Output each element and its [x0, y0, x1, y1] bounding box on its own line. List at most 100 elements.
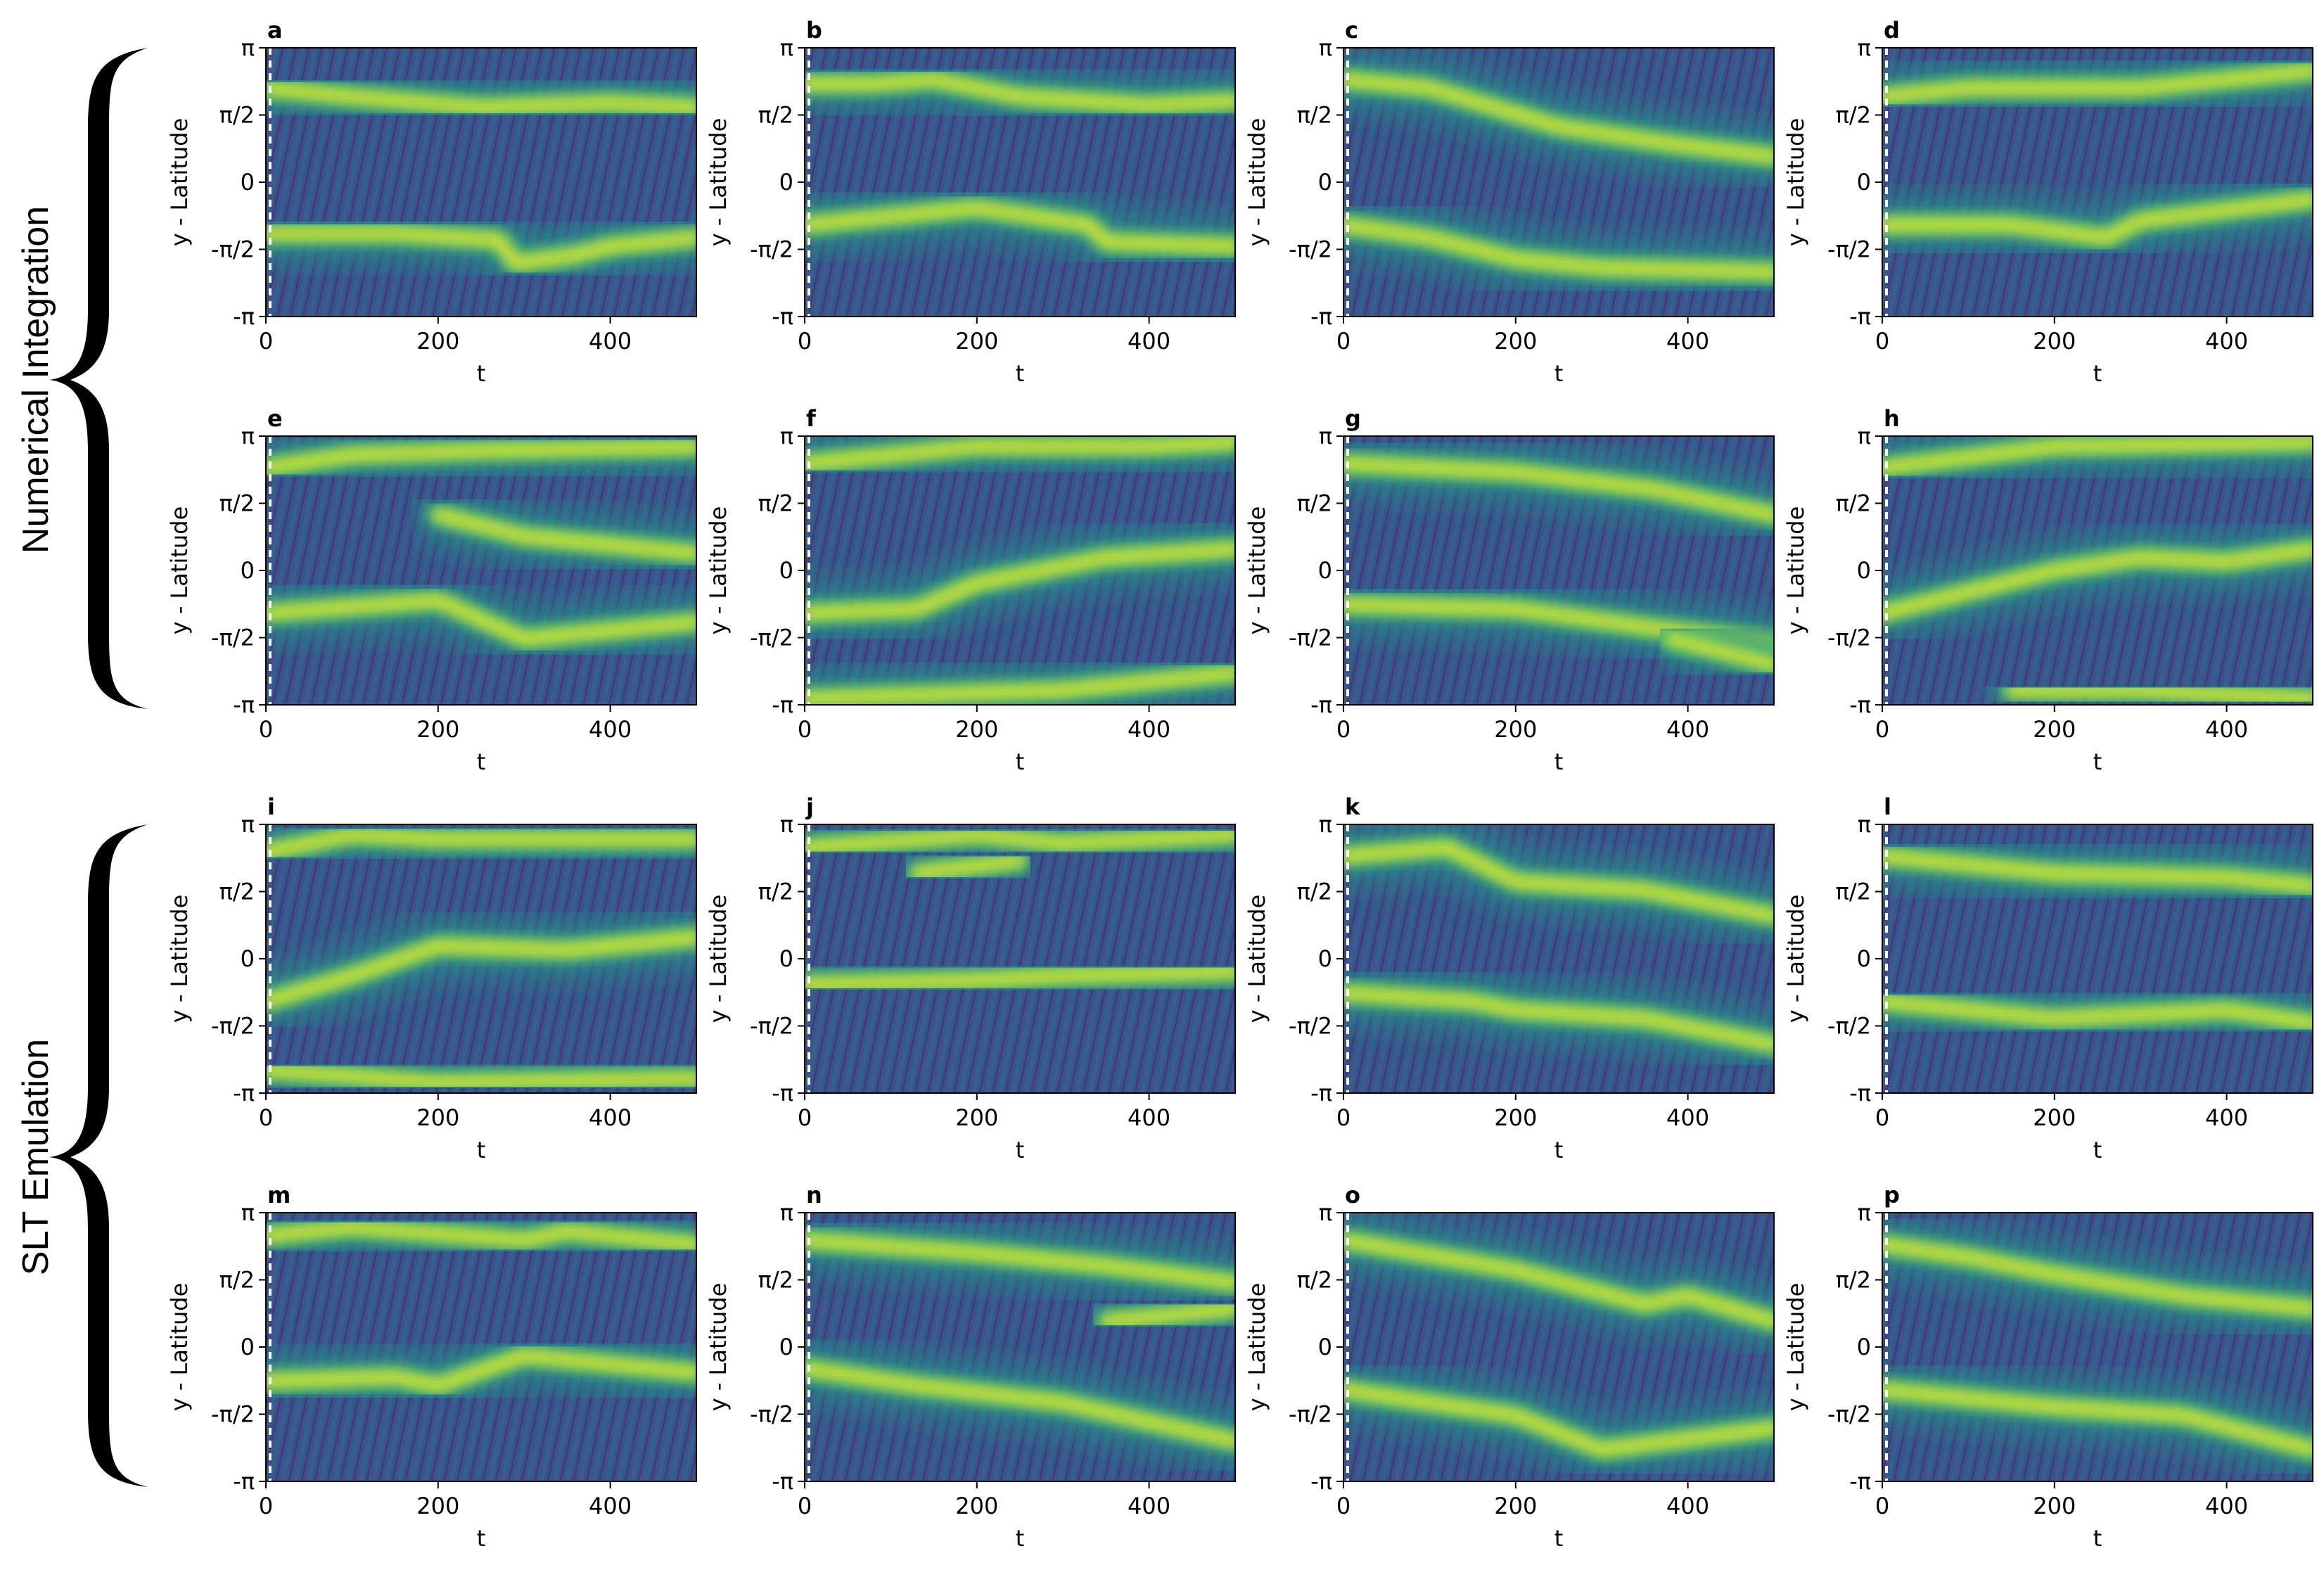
x-tick-label: 0	[259, 328, 273, 355]
group-label-numerical-integration: Numerical Integration	[15, 206, 56, 554]
x-tick-label: 0	[259, 1493, 273, 1519]
x-tick-label: 400	[1666, 1493, 1709, 1519]
y-tick-label: π	[780, 811, 793, 838]
panel-label: a	[267, 17, 283, 44]
panel-label: b	[806, 17, 822, 44]
x-tick-label: 200	[2033, 328, 2076, 355]
y-tick-label: 0	[779, 169, 793, 196]
panel-label: n	[806, 1182, 822, 1208]
jet-core	[1666, 634, 1774, 669]
y-tick-label: π/2	[1297, 878, 1332, 905]
y-tick-label: -π	[772, 1080, 793, 1106]
y-tick-label: π/2	[758, 101, 793, 128]
x-axis-label: t	[1554, 748, 1564, 775]
x-tick-label: 200	[1494, 716, 1537, 743]
y-tick-label: -π/2	[1289, 1401, 1332, 1428]
x-tick-label: 200	[416, 328, 459, 355]
y-axis-label: y - Latitude	[1782, 118, 1809, 247]
heatmap-k	[1343, 824, 1774, 1093]
x-axis-label: t	[1016, 360, 1025, 387]
x-axis-label: t	[477, 748, 486, 775]
jet-core	[266, 933, 696, 1006]
group-label-slt-emulation: SLT Emulation	[15, 1039, 56, 1275]
jet-core	[1882, 852, 2313, 891]
heatmap-e	[266, 436, 696, 705]
jet-core	[1102, 1304, 1235, 1326]
y-tick-label: π/2	[1297, 1266, 1332, 1293]
jet-core	[805, 1236, 1235, 1287]
y-tick-label: 0	[1857, 169, 1871, 196]
panel-label: k	[1345, 793, 1360, 820]
y-tick-label: π	[1858, 811, 1871, 838]
x-tick-label: 200	[1494, 328, 1537, 355]
x-tick-label: 0	[1336, 1493, 1351, 1519]
panel-b: b 0 200 400 t π π/2 0 -π/2 -π y - Latitude	[705, 17, 1236, 387]
x-tick-label: 0	[259, 716, 273, 743]
heatmap-b	[805, 48, 1235, 317]
y-tick-label: π	[1319, 34, 1332, 61]
x-axis-label: t	[1554, 1525, 1564, 1552]
jet-core	[266, 442, 696, 473]
heatmap-g	[1343, 436, 1774, 705]
y-tick-label: -π/2	[1289, 625, 1332, 651]
x-tick-label: 0	[798, 1493, 812, 1519]
heatmap-p	[1882, 1213, 2313, 1481]
group-brace-bottom	[49, 824, 148, 1487]
y-tick-label: -π	[1849, 1080, 1871, 1106]
x-axis-label: t	[1016, 1525, 1025, 1552]
y-tick-label: -π	[772, 1468, 793, 1495]
x-tick-label: 0	[1336, 716, 1351, 743]
x-axis-label: t	[2093, 1137, 2102, 1163]
y-tick-label: -π/2	[211, 1013, 255, 1040]
panel-n: n 0 200 400 t π π/2 0 -π/2 -π y - Latitude	[705, 1182, 1236, 1552]
heatmap-l	[1882, 824, 2313, 1093]
y-tick-label: π	[1319, 1199, 1332, 1226]
jet-core	[266, 84, 696, 112]
x-tick-label: 0	[798, 1104, 812, 1131]
y-tick-label: π/2	[758, 490, 793, 516]
y-tick-label: π/2	[1297, 101, 1332, 128]
panel-d: d 0 200 400 t π π/2 0 -π/2 -π y - Latitude	[1782, 17, 2313, 387]
y-axis-label: y - Latitude	[705, 1283, 732, 1412]
x-tick-label: 400	[1128, 328, 1170, 355]
y-tick-label: 0	[241, 945, 255, 972]
x-axis-label: t	[2093, 1525, 2102, 1552]
x-tick-label: 200	[416, 716, 459, 743]
panel-e: e 0 200 400 t π π/2 0 -π/2 -π y - Latitude	[166, 405, 697, 775]
x-axis-label: t	[1554, 1137, 1564, 1163]
jet-core	[433, 511, 696, 558]
panel-l: l 0 200 400 t π π/2 0 -π/2 -π y - Latitude	[1782, 793, 2313, 1163]
panel-o: o 0 200 400 t π π/2 0 -π/2 -π y - Latitude	[1244, 1182, 1775, 1552]
x-axis-label: t	[2093, 748, 2102, 775]
y-tick-label: -π	[1310, 1468, 1332, 1495]
y-tick-label: π	[1319, 811, 1332, 838]
y-tick-label: -π/2	[1289, 236, 1332, 263]
y-tick-label: 0	[1857, 557, 1871, 584]
y-tick-label: 0	[241, 1334, 255, 1360]
x-tick-label: 400	[1666, 716, 1709, 743]
panel-h: h 0 200 400 t π π/2 0 -π/2 -π y - Latitude	[1782, 405, 2313, 775]
y-tick-label: -π	[1849, 691, 1871, 718]
panel-g: g 0 200 400 t π π/2 0 -π/2 -π y - Latitude	[1244, 405, 1775, 775]
jet-core	[912, 856, 1024, 878]
y-tick-label: 0	[1318, 557, 1332, 584]
panel-i: i 0 200 400 t π π/2 0 -π/2 -π y - Latitude	[166, 793, 697, 1163]
panel-label: h	[1884, 405, 1900, 432]
y-tick-label: -π/2	[750, 236, 793, 263]
x-tick-label: 200	[1494, 1493, 1537, 1519]
jet-core	[1343, 459, 1774, 519]
y-tick-label: -π/2	[211, 236, 255, 263]
y-tick-label: -π	[1310, 303, 1332, 330]
jet-core	[1343, 988, 1774, 1049]
panel-grid: a 0 200 400 t π π/2 0 -π/2 -π y - Latitude b 0 200 400…	[166, 17, 2313, 1552]
x-tick-label: 200	[2033, 716, 2076, 743]
x-tick-label: 200	[955, 328, 998, 355]
y-axis-label: y - Latitude	[1244, 895, 1270, 1023]
y-tick-label: π/2	[1297, 490, 1332, 516]
x-tick-label: 200	[955, 1493, 998, 1519]
x-tick-label: 0	[1336, 328, 1351, 355]
y-tick-label: -π	[1849, 303, 1871, 330]
y-axis-label: y - Latitude	[705, 895, 732, 1023]
y-tick-label: π	[1858, 1199, 1871, 1226]
y-axis-label: y - Latitude	[705, 506, 732, 635]
